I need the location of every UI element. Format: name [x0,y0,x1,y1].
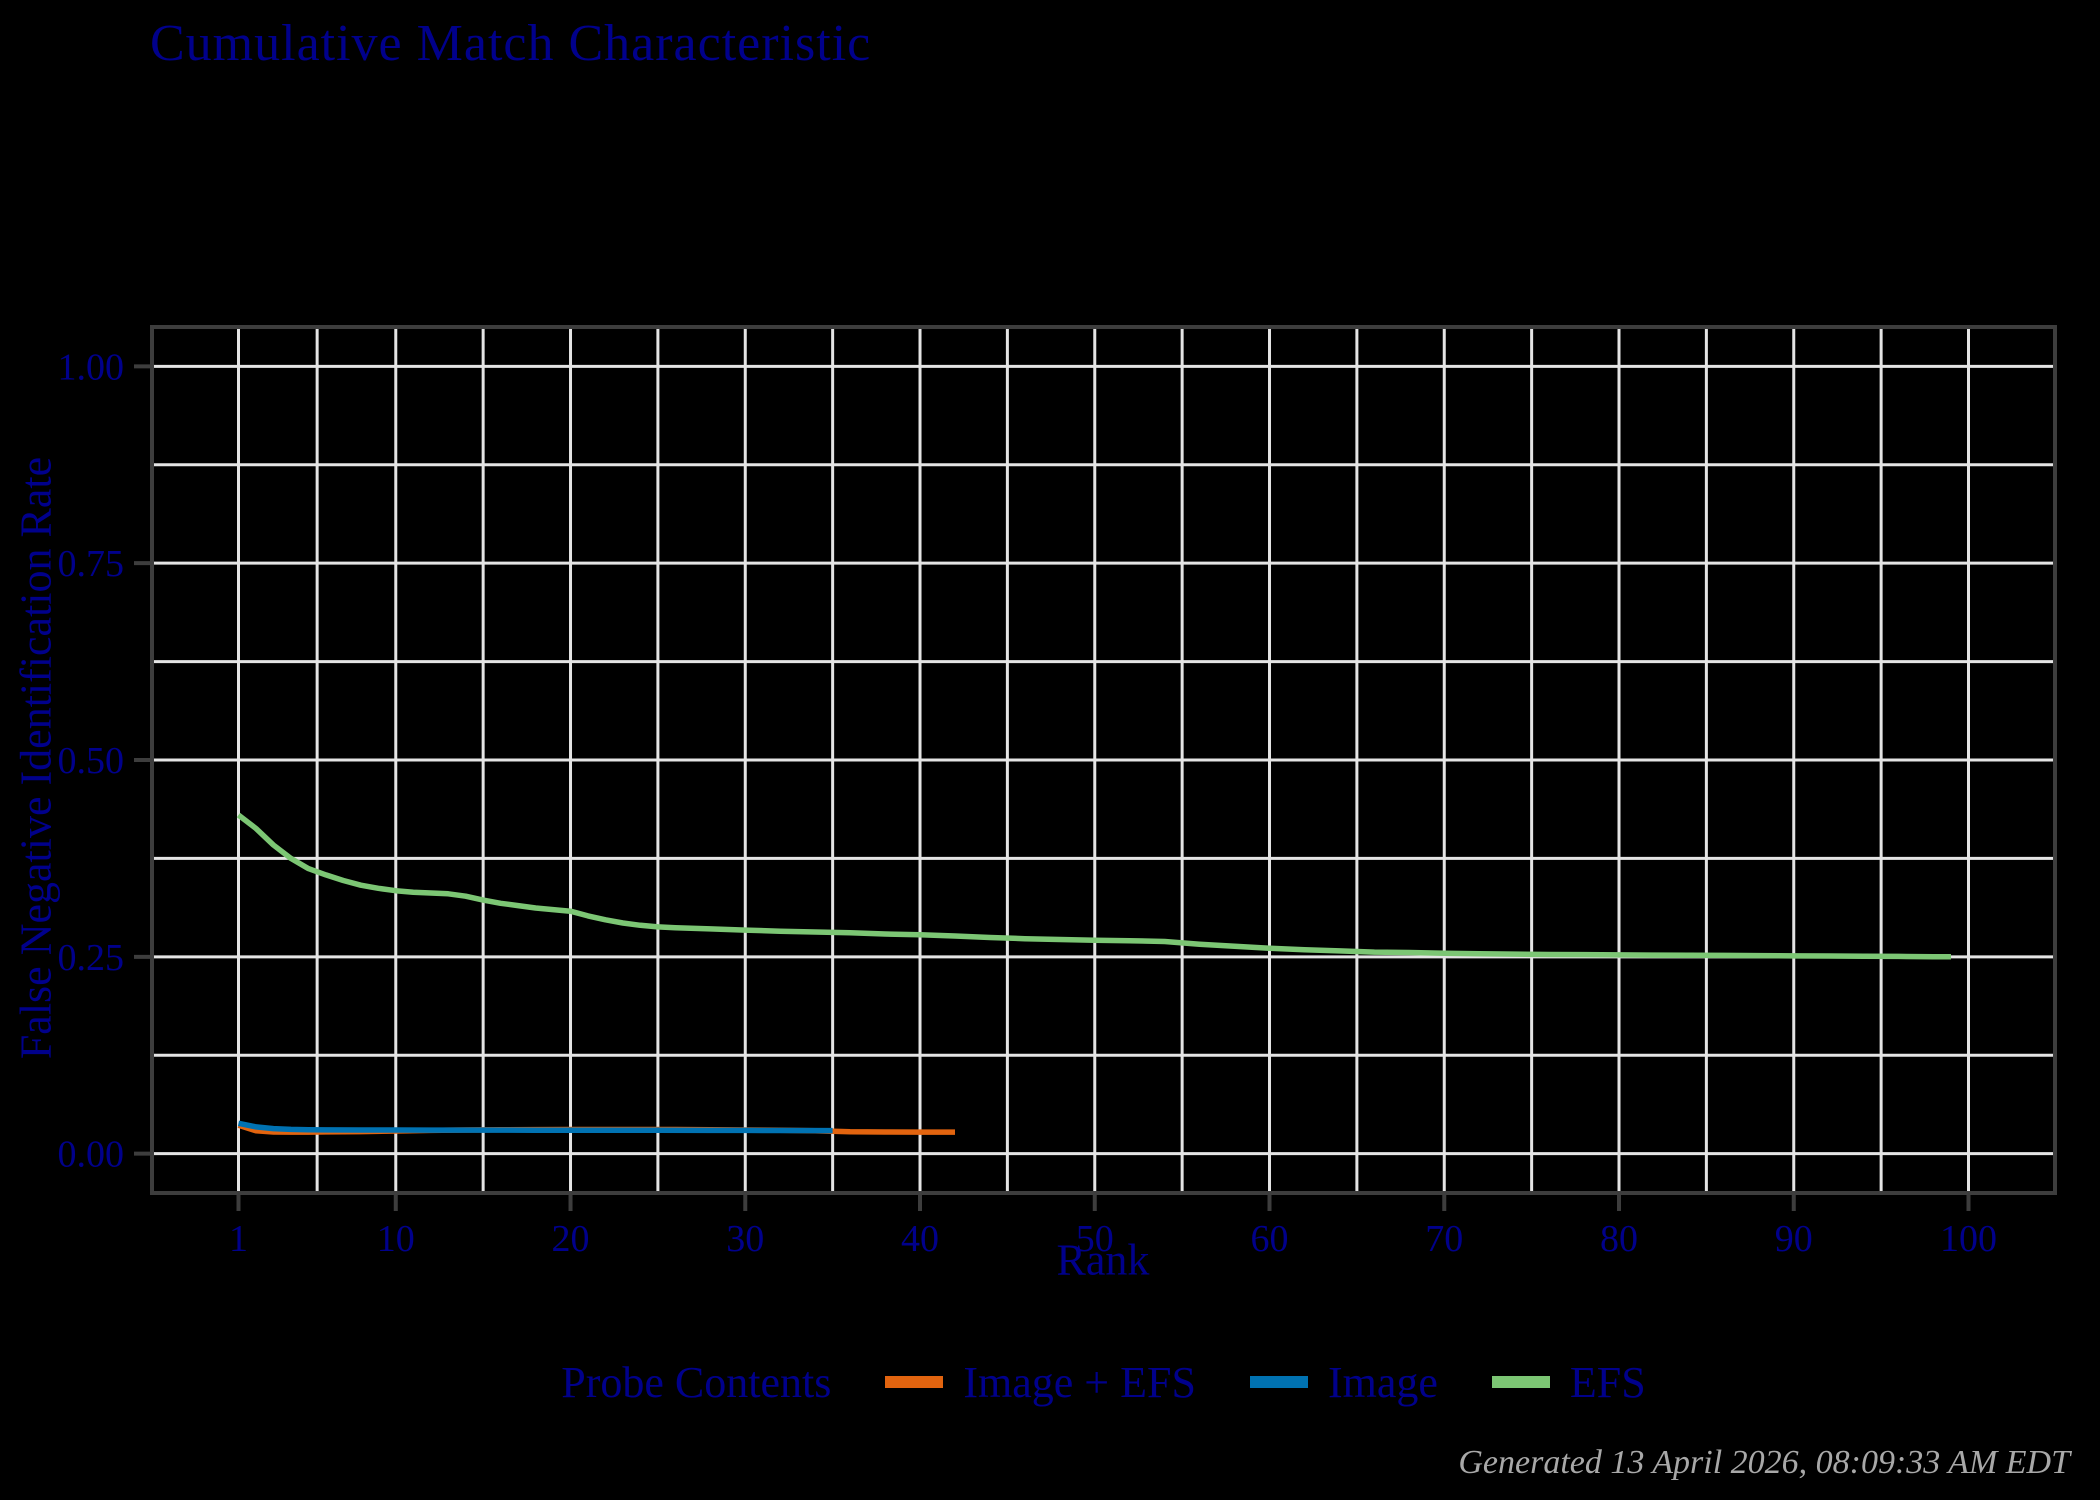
legend-item-image: Image [1249,1357,1438,1408]
legend-label-image: Image [1327,1357,1438,1407]
legend-swatch-efs [1491,1376,1550,1388]
x-tick-label: 10 [377,1218,415,1260]
legend-item-efs: EFS [1491,1357,1646,1408]
y-tick-label: 0.00 [58,1134,125,1176]
x-tick-label: 80 [1600,1218,1638,1260]
x-tick-label: 60 [1251,1218,1289,1260]
y-tick-label: 0.75 [58,543,125,585]
series-line-image [237,1120,833,1134]
x-tick-label: 100 [1940,1218,1997,1260]
x-tick-label: 70 [1425,1218,1463,1260]
series-line-efs [236,812,1952,960]
x-axis-title: Rank [1056,1235,1150,1285]
legend-title: Probe Contents [561,1357,832,1407]
y-tick-label: 0.25 [58,937,125,979]
x-tick-label: 30 [726,1218,764,1260]
y-tick-label: 1.00 [58,346,125,388]
x-tick-label: 20 [552,1218,590,1260]
legend-swatch-image [1249,1376,1308,1388]
x-tick-label: 1 [229,1218,248,1260]
page-title: Cumulative Match Characteristic [150,15,872,72]
legend-swatch-image-efs [885,1376,944,1388]
legend: Probe Contents Image + EFS Image EFS [152,1352,2055,1412]
legend-item-image-efs: Image + EFS [885,1357,1196,1408]
x-tick-label: 50 [1076,1218,1114,1260]
generated-timestamp: Generated 13 April 2026, 08:09:33 AM EDT [1458,1444,2070,1481]
legend-label-image-efs: Image + EFS [963,1357,1196,1407]
x-tick-label: 90 [1775,1218,1813,1260]
legend-label-efs: EFS [1569,1357,1646,1407]
x-tick-label: 40 [901,1218,939,1260]
y-tick-label: 0.50 [58,740,125,782]
